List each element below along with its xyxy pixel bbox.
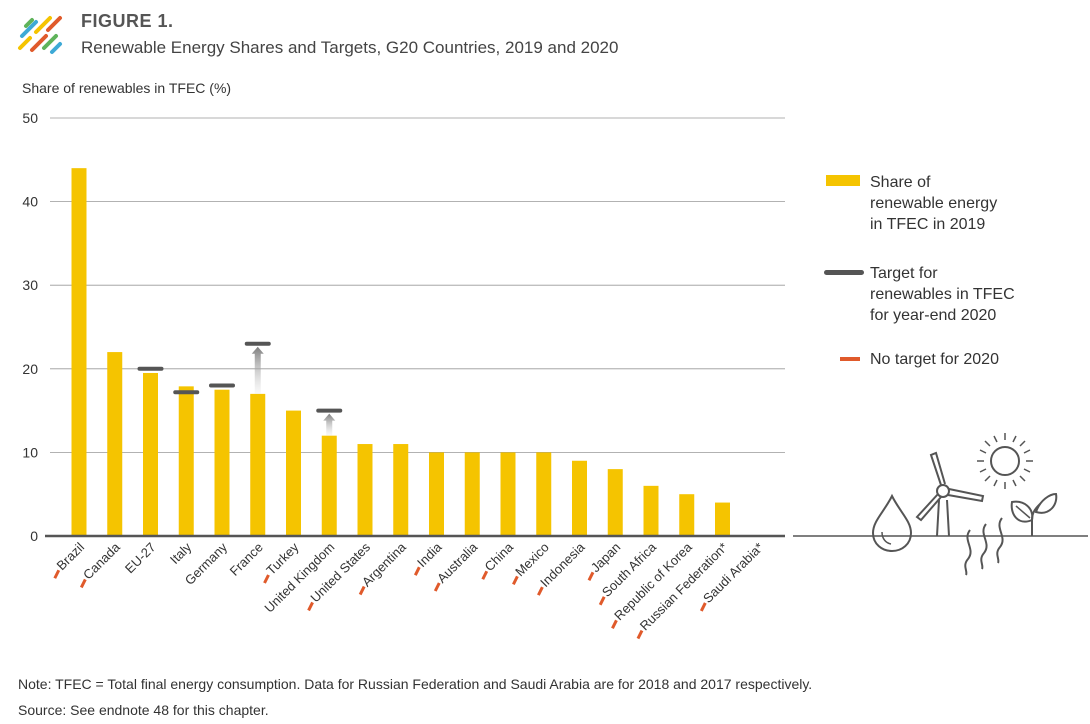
logo-stroke (34, 16, 52, 34)
no-target-marker (481, 570, 489, 580)
bar-canada (107, 352, 123, 536)
no-target-marker (587, 571, 595, 581)
legend-label-target: Target for renewables in TFEC for year-e… (870, 265, 1015, 324)
logo-stroke (30, 34, 48, 52)
legend-swatch-no-target (840, 357, 860, 361)
bar-brazil (71, 168, 87, 536)
renewable-illustration (793, 433, 1088, 576)
logo-icon (16, 8, 66, 63)
figure-label: FIGURE 1. (81, 11, 174, 31)
y-tick-label: 10 (22, 444, 38, 460)
bar-japan (607, 469, 623, 536)
no-target-marker (433, 582, 441, 592)
no-target-marker (53, 569, 61, 579)
x-tick-label: Canada (80, 539, 123, 582)
legend-swatch-share (826, 175, 860, 186)
logo-stroke (20, 20, 38, 38)
x-tick-label: Brazil (54, 539, 88, 573)
logo-stroke (50, 42, 62, 54)
x-tick-label: India (414, 539, 445, 570)
x-tick-label: France (227, 540, 266, 579)
y-axis-title: Share of renewables in TFEC (%) (22, 80, 232, 96)
wind-turbine-icon (915, 451, 985, 537)
logo-stroke (24, 18, 34, 28)
no-target-marker (537, 586, 544, 596)
bar-eu-27 (143, 372, 158, 536)
bar-turkey (286, 410, 301, 536)
heat-waves-icon (964, 517, 1004, 576)
no-target-marker (413, 566, 421, 576)
logo-stroke (46, 16, 62, 32)
y-tick-label: 50 (22, 110, 38, 126)
logo-stroke (42, 34, 58, 50)
bar-united-states (357, 444, 373, 536)
no-target-marker (263, 574, 270, 584)
target-arrow (323, 413, 336, 436)
bar-indonesia (572, 460, 587, 536)
no-target-marker (358, 585, 366, 596)
no-target-marker (512, 575, 519, 586)
bar-united-kingdom (321, 435, 337, 536)
target-arrow (251, 346, 264, 394)
bar-china (500, 452, 516, 536)
y-tick-label: 20 (22, 361, 38, 377)
legend-label-share: Share of renewable energy in TFEC in 201… (870, 174, 998, 233)
no-target-marker (611, 619, 618, 629)
bar-italy (178, 386, 194, 536)
figure-title: Renewable Energy Shares and Targets, G20… (81, 38, 619, 57)
chart-note: Note: TFEC = Total final energy consumpt… (18, 676, 813, 692)
no-target-marker (636, 629, 644, 640)
no-target-marker (598, 596, 606, 606)
water-drop-icon (871, 493, 913, 553)
logo-stroke (18, 36, 32, 50)
no-target-marker (307, 601, 314, 612)
bar-south-africa (643, 485, 659, 536)
no-target-marker (699, 602, 707, 612)
legend-swatch-target (824, 270, 864, 275)
leaf-sprout-icon (1010, 492, 1058, 536)
x-tick-label: Australia (434, 539, 481, 586)
bar-india (429, 452, 444, 536)
bar-australia (464, 452, 480, 536)
bar-mexico (536, 452, 552, 536)
y-tick-label: 0 (30, 528, 38, 544)
bar-france (250, 393, 266, 536)
bar-argentina (393, 444, 409, 536)
bar-republic-of-korea (679, 494, 695, 536)
bar-germany (214, 389, 230, 536)
chart-source: Source: See endnote 48 for this chapter. (18, 702, 269, 718)
y-tick-label: 40 (22, 194, 38, 210)
bar-russian-federation (715, 502, 730, 536)
no-target-marker (79, 578, 87, 589)
x-tick-label: EU-27 (122, 540, 159, 577)
legend-label-no-target: No target for 2020 (870, 351, 999, 368)
x-tick-label: Italy (167, 539, 195, 567)
y-tick-label: 30 (22, 277, 38, 293)
sun-icon (977, 433, 1033, 489)
